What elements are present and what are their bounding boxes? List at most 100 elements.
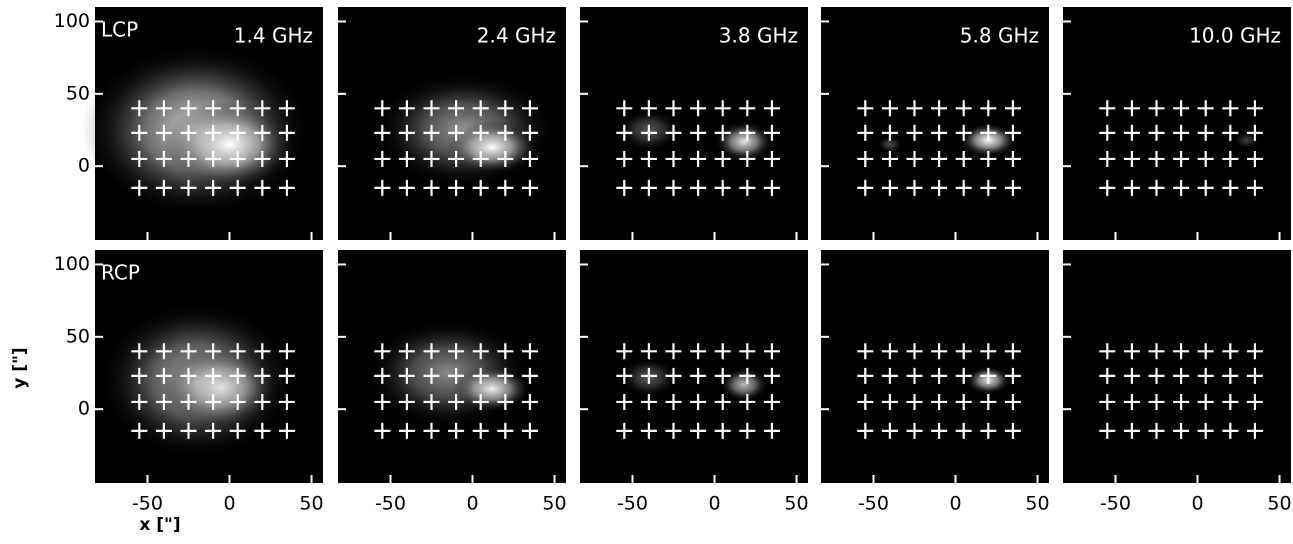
marker: [180, 179, 197, 196]
marker: [980, 124, 997, 141]
marker: [1222, 124, 1239, 141]
marker: [1004, 124, 1021, 141]
marker: [472, 100, 489, 117]
marker: [1173, 150, 1190, 167]
marker: [278, 179, 295, 196]
marker: [665, 393, 682, 410]
marker: [739, 393, 756, 410]
marker: [906, 367, 923, 384]
marker: [1197, 393, 1214, 410]
marker: [521, 367, 538, 384]
emission: [452, 365, 532, 413]
marker: [1123, 393, 1140, 410]
marker: [857, 422, 874, 439]
marker: [1099, 393, 1116, 410]
marker: [1004, 422, 1021, 439]
marker: [955, 179, 972, 196]
marker: [374, 100, 391, 117]
marker: [616, 179, 633, 196]
y-tick-label: 0: [78, 398, 90, 420]
marker: [1123, 179, 1140, 196]
marker: [521, 150, 538, 167]
marker: [180, 100, 197, 117]
marker: [857, 343, 874, 360]
marker: [521, 422, 538, 439]
marker: [906, 422, 923, 439]
marker: [1246, 124, 1263, 141]
marker: [665, 100, 682, 117]
marker: [180, 150, 197, 167]
marker: [690, 422, 707, 439]
x-tick-label: 0: [466, 493, 478, 515]
marker: [881, 422, 898, 439]
marker: [714, 179, 731, 196]
marker: [423, 150, 440, 167]
marker: [955, 393, 972, 410]
marker: [131, 100, 148, 117]
marker: [1099, 124, 1116, 141]
marker: [1148, 124, 1165, 141]
marker: [1148, 343, 1165, 360]
marker: [906, 179, 923, 196]
marker: [254, 343, 271, 360]
marker: [763, 100, 780, 117]
image-panel: [1063, 250, 1291, 483]
marker: [155, 367, 172, 384]
marker: [690, 179, 707, 196]
marker: [931, 179, 948, 196]
y-tick-label: 100: [54, 10, 90, 32]
marker: [278, 100, 295, 117]
marker: [906, 100, 923, 117]
marker: [1246, 393, 1263, 410]
marker: [1148, 393, 1165, 410]
emission: [1233, 131, 1260, 149]
marker: [1148, 422, 1165, 439]
marker: [1246, 343, 1263, 360]
marker: [497, 124, 514, 141]
marker: [205, 150, 222, 167]
marker: [1173, 179, 1190, 196]
marker: [497, 100, 514, 117]
marker: [131, 124, 148, 141]
marker: [521, 343, 538, 360]
marker: [229, 422, 246, 439]
marker: [1246, 100, 1263, 117]
marker: [448, 393, 465, 410]
marker: [521, 393, 538, 410]
marker: [690, 393, 707, 410]
marker: [739, 343, 756, 360]
marker: [1173, 367, 1190, 384]
marker: [448, 343, 465, 360]
marker: [616, 422, 633, 439]
marker: [374, 124, 391, 141]
marker: [1099, 343, 1116, 360]
marker: [423, 393, 440, 410]
marker: [1197, 100, 1214, 117]
marker: [1148, 367, 1165, 384]
marker: [205, 343, 222, 360]
marker: [1222, 179, 1239, 196]
marker: [374, 179, 391, 196]
marker: [763, 393, 780, 410]
marker: [1148, 179, 1165, 196]
marker: [374, 343, 391, 360]
marker: [714, 422, 731, 439]
marker: [690, 343, 707, 360]
marker: [497, 179, 514, 196]
marker: [155, 100, 172, 117]
marker: [448, 179, 465, 196]
marker: [1004, 150, 1021, 167]
frequency-label: 1.4 GHz: [234, 24, 313, 48]
marker: [180, 124, 197, 141]
marker: [180, 422, 197, 439]
marker: [1148, 150, 1165, 167]
marker: [423, 367, 440, 384]
marker: [640, 367, 657, 384]
marker: [205, 422, 222, 439]
marker: [472, 422, 489, 439]
marker: [739, 179, 756, 196]
marker: [665, 124, 682, 141]
marker: [739, 100, 756, 117]
marker: [180, 367, 197, 384]
